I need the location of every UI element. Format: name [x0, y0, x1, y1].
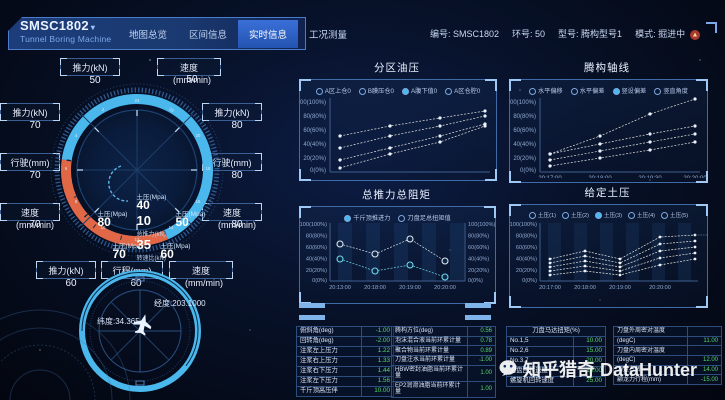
svg-text:18: 18: [206, 166, 211, 171]
svg-text:20:18:00: 20:18:00: [574, 285, 596, 291]
svg-text:20:19:00: 20:19:00: [399, 285, 421, 291]
svg-text:60(60%): 60(60%): [513, 128, 536, 134]
svg-text:80(80%): 80(80%): [468, 234, 489, 240]
svg-text:40(40%): 40(40%): [303, 142, 326, 148]
svg-text:40(40%): 40(40%): [513, 142, 536, 148]
svg-text:14: 14: [169, 225, 174, 230]
svg-text:100(100%): 100(100%): [510, 100, 536, 106]
svg-text:20(20%): 20(20%): [513, 156, 536, 162]
svg-text:20: 20: [196, 133, 201, 138]
svg-text:20:18:00: 20:18:00: [588, 176, 612, 178]
svg-text:60(60%): 60(60%): [468, 245, 489, 251]
svg-text:20(20%): 20(20%): [516, 268, 537, 274]
svg-text:80(80%): 80(80%): [516, 234, 537, 240]
svg-text:20:13:00: 20:13:00: [329, 285, 351, 291]
svg-text:0(0%): 0(0%): [520, 168, 536, 174]
svg-text:24: 24: [135, 98, 140, 103]
svg-text:20:19:00: 20:19:00: [609, 285, 631, 291]
svg-text:80(80%): 80(80%): [513, 114, 536, 120]
svg-text:100(100%): 100(100%): [510, 222, 537, 228]
svg-text:40(40%): 40(40%): [306, 257, 327, 263]
svg-text:0(0%): 0(0%): [312, 278, 327, 284]
svg-text:20:20:00: 20:20:00: [649, 285, 671, 291]
svg-text:20:20:00: 20:20:00: [683, 176, 707, 178]
svg-text:100(100%): 100(100%): [468, 222, 495, 228]
svg-text:0(0%): 0(0%): [468, 278, 483, 284]
svg-text:20:18:00: 20:18:00: [364, 285, 386, 291]
svg-text:20:17:00: 20:17:00: [538, 176, 562, 178]
svg-text:20:19:30: 20:19:30: [638, 176, 662, 178]
svg-text:80(80%): 80(80%): [303, 114, 326, 120]
svg-text:16: 16: [196, 199, 201, 204]
svg-text:20:17:00: 20:17:00: [539, 285, 561, 291]
svg-text:100(100%): 100(100%): [300, 100, 326, 106]
svg-text:20(20%): 20(20%): [468, 268, 489, 274]
svg-text:60(60%): 60(60%): [306, 245, 327, 251]
svg-text:20(20%): 20(20%): [303, 156, 326, 162]
svg-text:0(0%): 0(0%): [310, 168, 326, 174]
svg-text:60(60%): 60(60%): [303, 128, 326, 134]
svg-text:20:20:00: 20:20:00: [434, 285, 456, 291]
svg-text:100(100%): 100(100%): [300, 222, 327, 228]
svg-text:40(40%): 40(40%): [468, 257, 489, 263]
svg-text:0(0%): 0(0%): [522, 278, 537, 284]
svg-text:80(80%): 80(80%): [306, 234, 327, 240]
svg-text:20(20%): 20(20%): [306, 268, 327, 274]
svg-text:60(60%): 60(60%): [516, 245, 537, 251]
svg-text:40(40%): 40(40%): [516, 257, 537, 263]
